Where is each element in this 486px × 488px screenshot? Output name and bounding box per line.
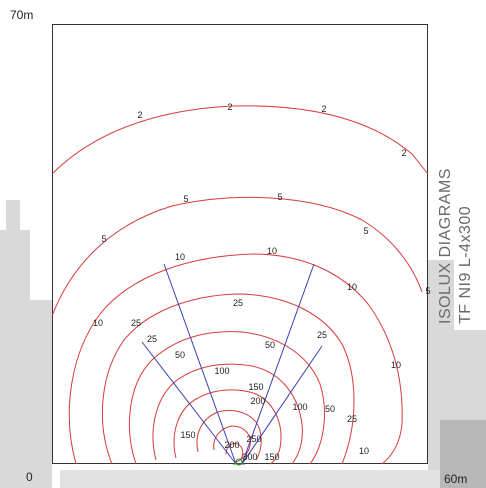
contour-value-label: 10 [175,252,185,262]
x-axis-max-label: 60m [444,472,467,486]
contour-value-label: 2 [321,104,326,114]
contour-value-label: 100 [214,366,229,376]
beam-line [142,342,236,464]
contour-value-label: 2 [227,102,232,112]
contour-value-label: 10 [93,318,103,328]
contour-value-label: 50 [175,350,185,360]
origin-label: 0 [26,470,33,484]
contour-value-label: 300 [242,452,257,462]
diagram-title: ISOLUX DIAGRAMS TF NI9 L-4x300 [436,284,486,324]
contour-value-label: 150 [248,382,263,392]
contour-value-label: 100 [292,402,307,412]
contour-value-label: 150 [264,452,279,462]
contour-value-label: 200 [250,396,265,406]
contour-value-label: 250 [246,434,261,444]
contour-value-label: 5 [101,234,106,244]
contour-value-label: 5 [183,194,188,204]
contour-value-label: 10 [267,246,277,256]
contour-value-label: 5 [363,226,368,236]
contour-value-label: 150 [180,430,195,440]
contour-value-label: 25 [347,414,357,424]
contour-value-label: 200 [224,440,239,450]
contour-value-label: 10 [347,282,357,292]
contour-value-label: 5 [277,192,282,202]
contour-value-label: 25 [131,318,141,328]
contour-value-label: 10 [391,360,401,370]
contour-value-label: 50 [325,404,335,414]
title-line-2: TF NI9 L-4x300 [456,284,476,324]
contour-value-label: 25 [233,298,243,308]
contour-value-label: 2 [137,110,142,120]
contour-value-label: 5 [425,286,430,296]
title-line-1: ISOLUX DIAGRAMS [436,284,456,324]
y-axis-max-label: 70m [10,8,33,22]
contour-2 [52,106,428,174]
contour-value-label: 25 [147,334,157,344]
contour-value-label: 50 [265,340,275,350]
contour-value-label: 10 [359,446,369,456]
contour-value-label: 2 [401,148,406,158]
contour-value-label: 25 [317,330,327,340]
